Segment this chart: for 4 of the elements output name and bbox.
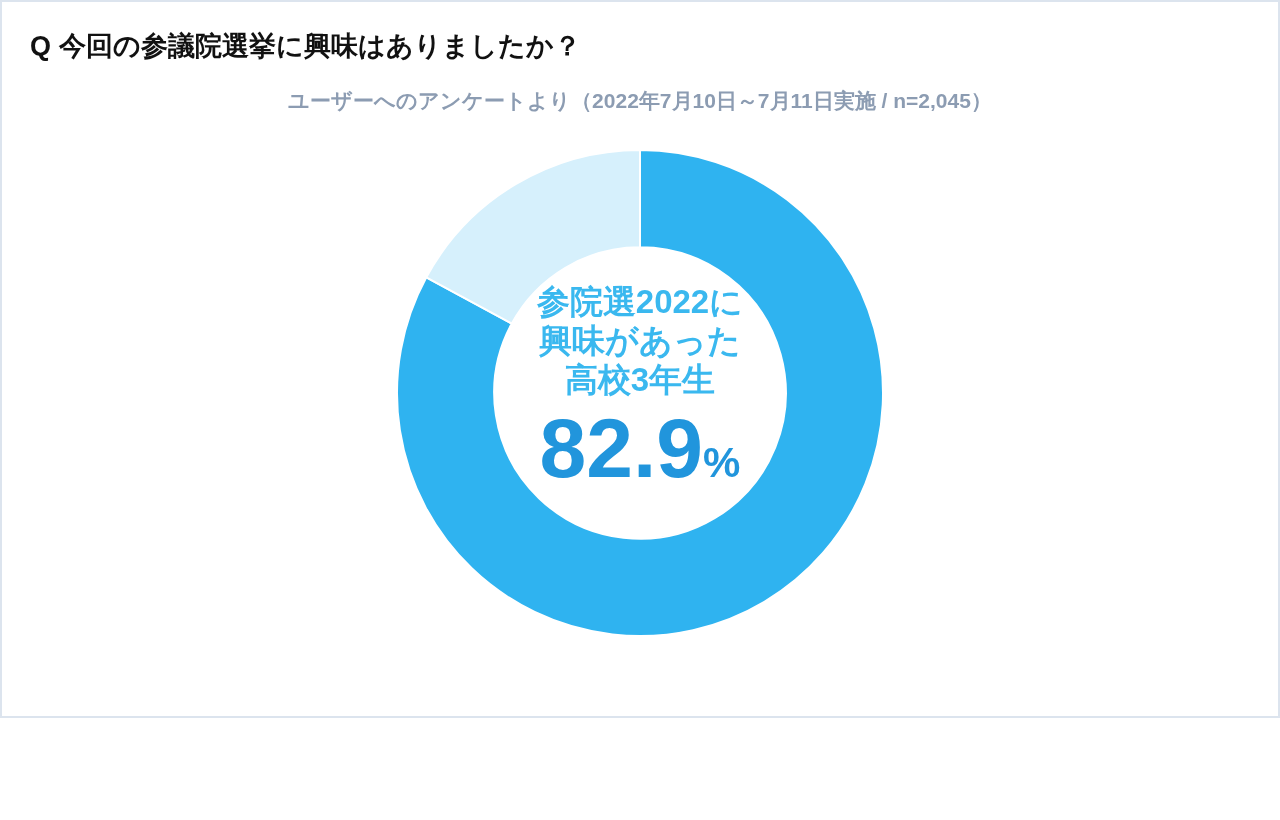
slice-label: 参院選2022に興味があった高校3年生 — [535, 282, 745, 399]
chart-subtitle: ユーザーへのアンケートより（2022年7月10日～7月11日実施 / n=2,045） — [287, 88, 993, 114]
chart-title: Q 今回の参議院選挙に興味はありましたか？ — [30, 30, 581, 63]
data-label: 82.9% — [539, 401, 741, 495]
